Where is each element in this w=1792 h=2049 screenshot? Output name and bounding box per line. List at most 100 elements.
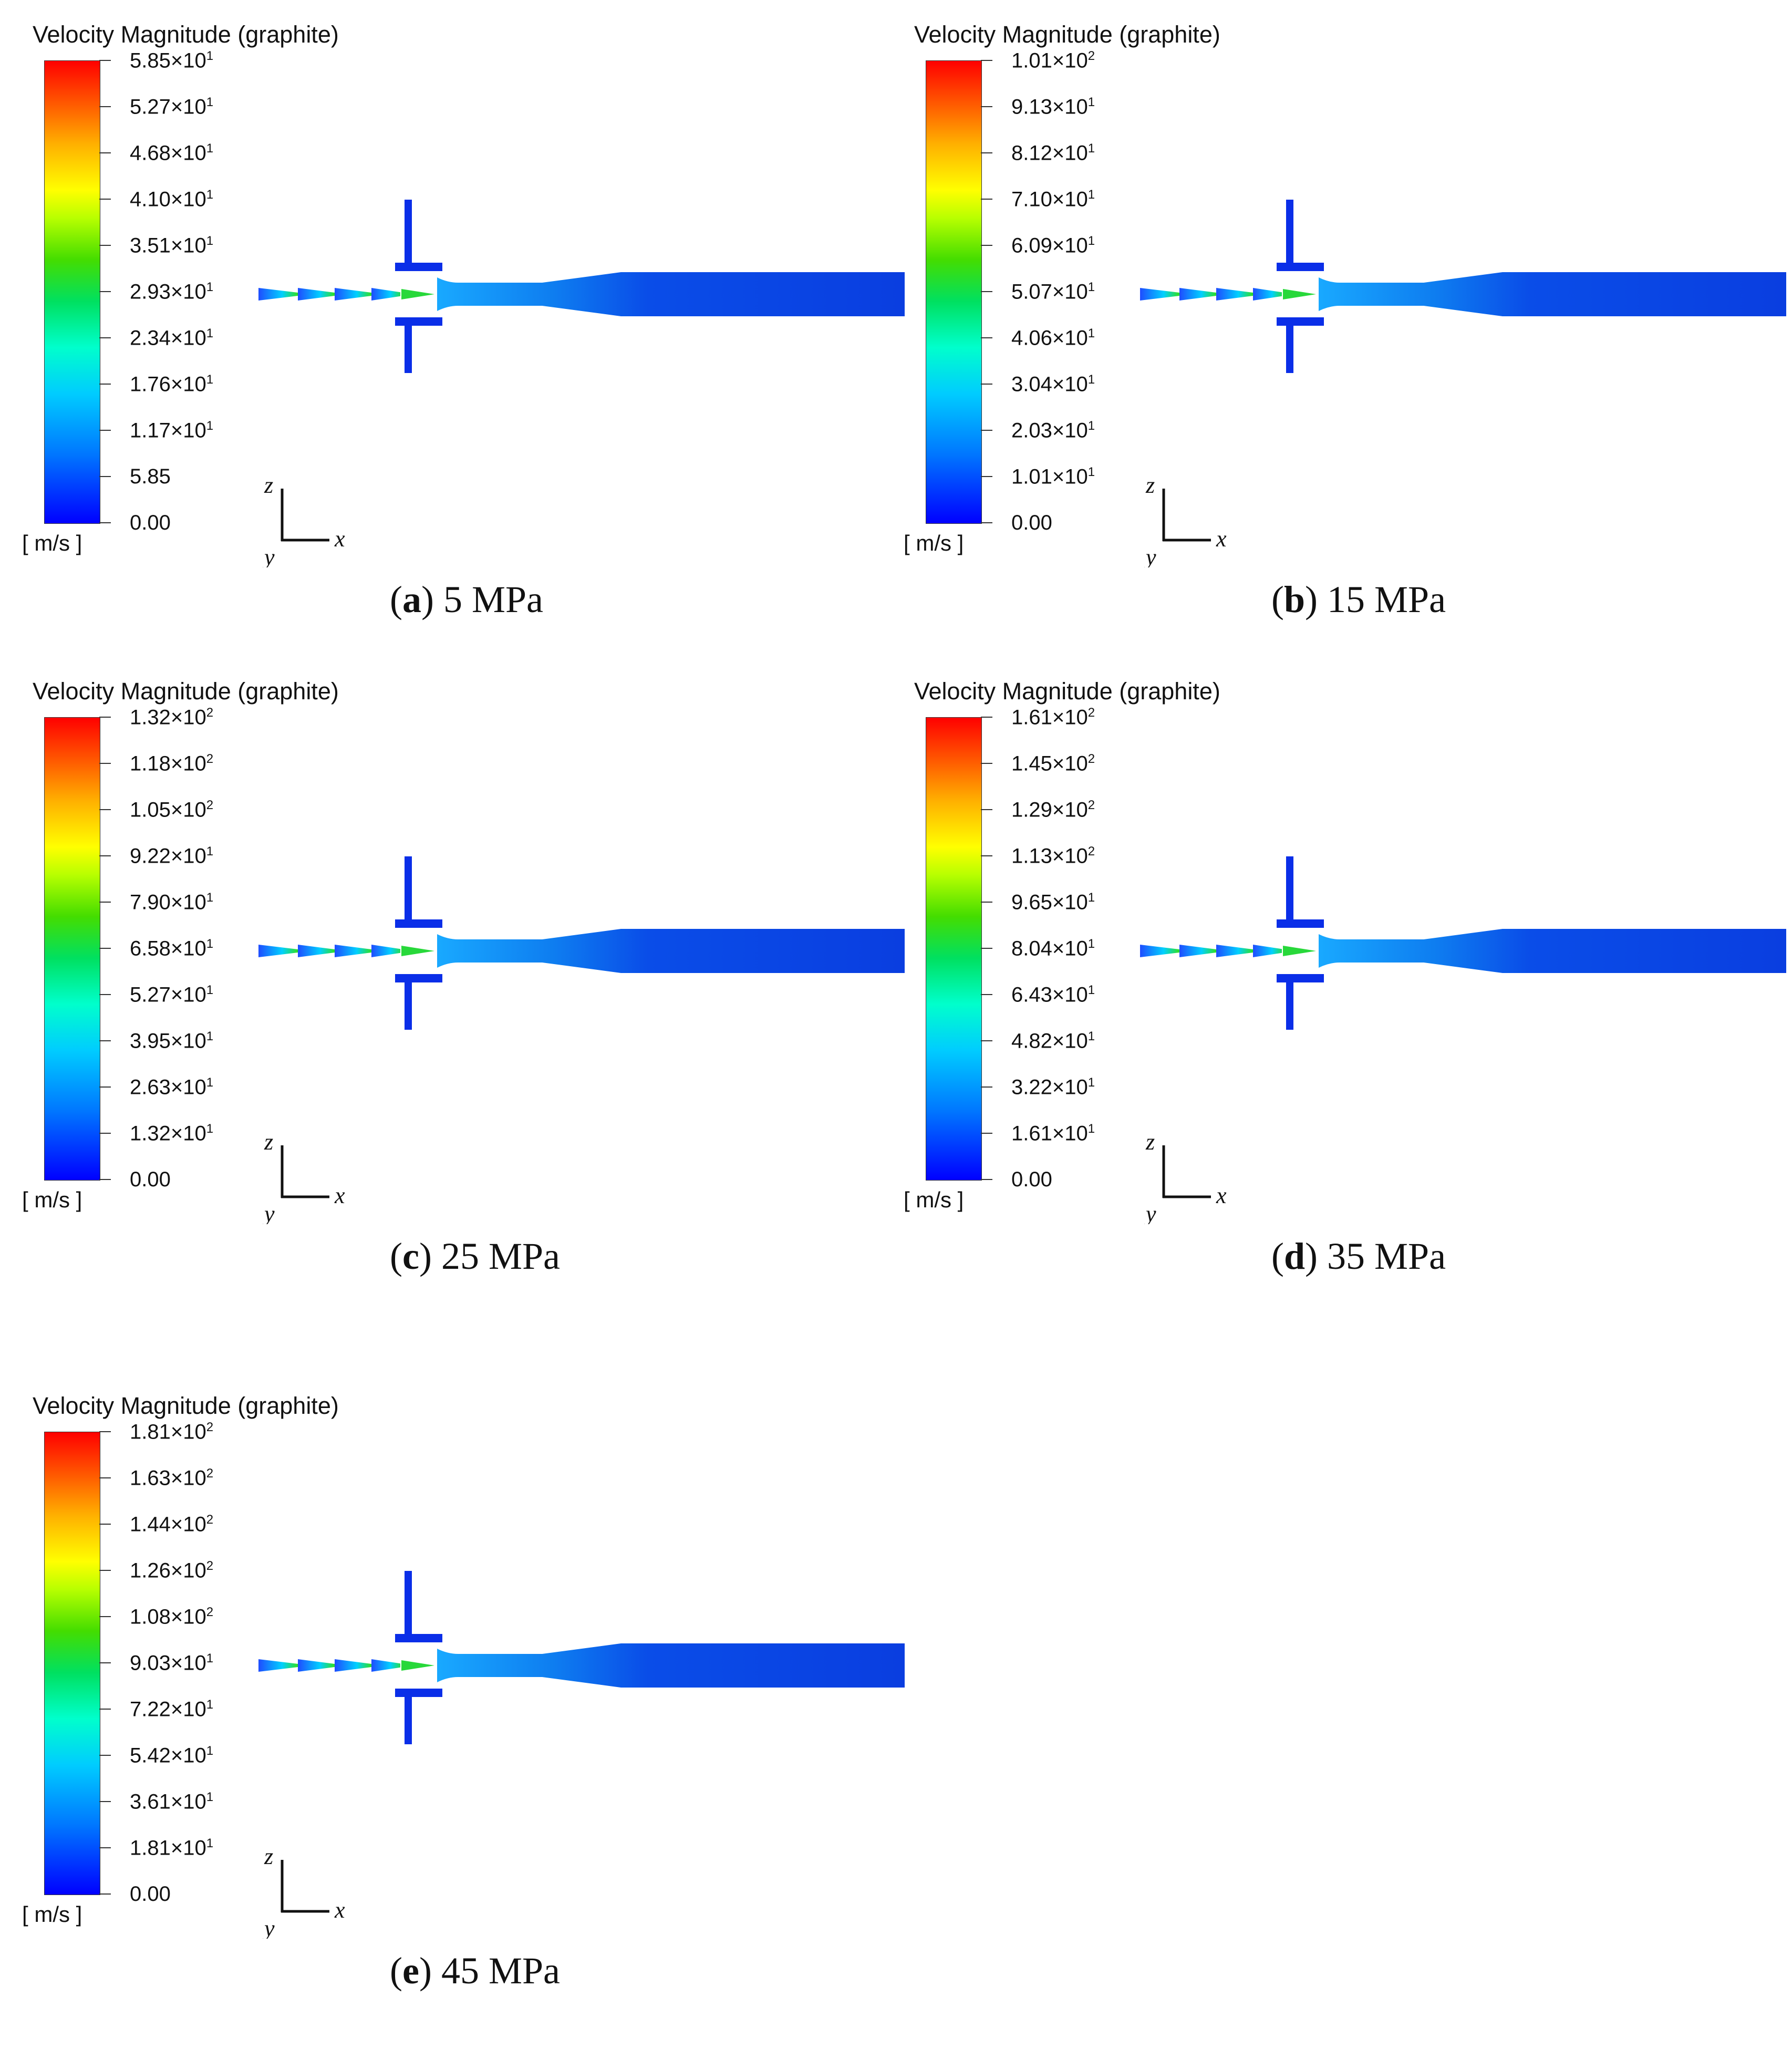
tick-exponent: 1 (206, 95, 214, 109)
cavity-core (401, 289, 434, 299)
tick-mantissa: 0.00 (1011, 1168, 1052, 1191)
colorbar-title: Velocity Magnitude (graphite) (33, 1392, 339, 1419)
tick-mantissa: 1.61 (1011, 706, 1052, 729)
x-axis-label: x (334, 1183, 345, 1208)
colorbar-tick-label: 1.44×102 (130, 1514, 213, 1535)
panel-pressure: 45 MPa (441, 1950, 560, 1992)
tick-exponent: 1 (206, 1790, 214, 1804)
colorbar-tick-mark (99, 106, 111, 107)
colorbar-tick-label: 2.93×101 (130, 280, 213, 304)
z-axis-label: z (264, 478, 273, 498)
tick-mantissa: 6.43 (1011, 983, 1052, 1007)
panel-caption: (b) 15 MPa (1271, 578, 1446, 620)
tick-mantissa: 3.95 (130, 1029, 171, 1053)
jet-cone (335, 945, 371, 957)
colorbar-tick-mark (981, 1040, 992, 1041)
colorbar-tick-mark (99, 522, 111, 523)
tick-mantissa: 3.04 (1011, 372, 1052, 396)
jet-cone (1216, 945, 1253, 957)
tick-times: ×10 (1052, 188, 1088, 211)
colorbar-tick-mark (981, 430, 992, 431)
colorbar-tick-mark (981, 1133, 992, 1134)
tick-mantissa: 1.17 (130, 419, 171, 442)
tick-mantissa: 7.22 (130, 1698, 171, 1721)
jet-cone (258, 1659, 298, 1672)
colorbar (44, 717, 100, 1181)
tick-exponent: 1 (1087, 95, 1095, 109)
tick-times: ×10 (170, 706, 206, 729)
panel-caption: (c) 25 MPa (390, 1235, 560, 1277)
tick-times: ×10 (1052, 280, 1088, 304)
panel-e: Velocity Magnitude (graphite) 1.81×102 1.6… (22, 1392, 915, 2049)
tick-exponent: 1 (206, 326, 214, 340)
tick-exponent: 2 (206, 1605, 214, 1619)
jet-cone (371, 288, 403, 301)
tick-times: ×10 (170, 1466, 206, 1490)
tick-exponent: 1 (1087, 234, 1095, 248)
tick-times: ×10 (1052, 1029, 1088, 1053)
tick-times: ×10 (1052, 844, 1088, 868)
colorbar-tick-label: 6.58×101 (130, 938, 213, 959)
tick-mantissa: 2.93 (130, 280, 171, 304)
y-axis-label: y (1144, 1201, 1156, 1224)
tick-mantissa: 0.00 (130, 1168, 171, 1191)
tick-mantissa: 9.03 (130, 1651, 171, 1675)
panel-letter: b (1283, 578, 1306, 620)
jet-cone (1140, 288, 1179, 301)
chamber-wall-bottom (395, 974, 442, 982)
outlet-pipe (437, 272, 905, 316)
colorbar-tick-mark (981, 994, 992, 995)
colorbar-title: Velocity Magnitude (graphite) (33, 21, 339, 48)
colorbar-tick-label: 1.45×102 (1011, 753, 1095, 774)
jet-cone (335, 1659, 371, 1672)
colorbar-tick-label: 0.00 (1011, 512, 1052, 533)
colorbar-tick-label: 1.81×102 (130, 1420, 213, 1444)
flow-contour (1140, 200, 1786, 373)
colorbar-tick-mark (981, 60, 992, 61)
jet-cone (371, 945, 403, 957)
colorbar-tick-label: 8.12×101 (1011, 142, 1095, 164)
tick-exponent: 1 (206, 49, 214, 63)
tick-times: ×10 (170, 49, 206, 73)
tick-exponent: 1 (1087, 280, 1095, 294)
outlet-pipe (437, 929, 905, 973)
colorbar-tick-mark (99, 948, 111, 949)
colorbar-tick-mark (99, 994, 111, 995)
unit-label: [ m/s ] (22, 1902, 82, 1927)
y-axis-label: y (262, 544, 275, 567)
tick-exponent: 1 (206, 1075, 214, 1090)
tick-times: ×10 (170, 1836, 206, 1860)
colorbar-tick-label: 8.04×101 (1011, 938, 1095, 959)
tick-times: ×10 (170, 1744, 206, 1767)
tick-times: ×10 (1052, 891, 1088, 914)
colorbar-tick-mark (99, 1893, 111, 1895)
tick-mantissa: 5.07 (1011, 280, 1052, 304)
y-axis-label: y (262, 1916, 275, 1939)
tick-mantissa: 5.27 (130, 983, 171, 1007)
jet-cone (1179, 288, 1216, 301)
colorbar-tick-mark (99, 855, 111, 856)
colorbar-tick-label: 5.85 (130, 466, 171, 487)
tick-exponent: 2 (206, 706, 214, 720)
colorbar-tick-mark (99, 1040, 111, 1041)
colorbar-tick-mark (99, 763, 111, 764)
colorbar-tick-label: 3.61×101 (130, 1790, 214, 1813)
tick-mantissa: 1.81 (130, 1420, 171, 1444)
colorbar-tick-mark (981, 337, 992, 338)
tick-mantissa: 2.03 (1011, 419, 1052, 442)
x-axis-label: x (334, 526, 345, 552)
flow-contour (258, 200, 905, 373)
tick-exponent: 2 (206, 1559, 214, 1573)
jet-cone (1253, 945, 1285, 957)
colorbar-tick-mark (99, 1616, 111, 1617)
tick-times: ×10 (170, 234, 206, 257)
flow-contour (1140, 856, 1786, 1030)
colorbar (44, 1432, 100, 1895)
colorbar-tick-label: 5.85×101 (130, 50, 213, 71)
colorbar-tick-mark (981, 106, 992, 107)
colorbar-tick-label: 7.90×101 (130, 892, 213, 913)
colorbar-tick-label: 9.03×101 (130, 1651, 213, 1675)
tick-times: ×10 (170, 1651, 206, 1675)
colorbar-title: Velocity Magnitude (graphite) (914, 21, 1220, 48)
colorbar-tick-mark (981, 384, 992, 385)
